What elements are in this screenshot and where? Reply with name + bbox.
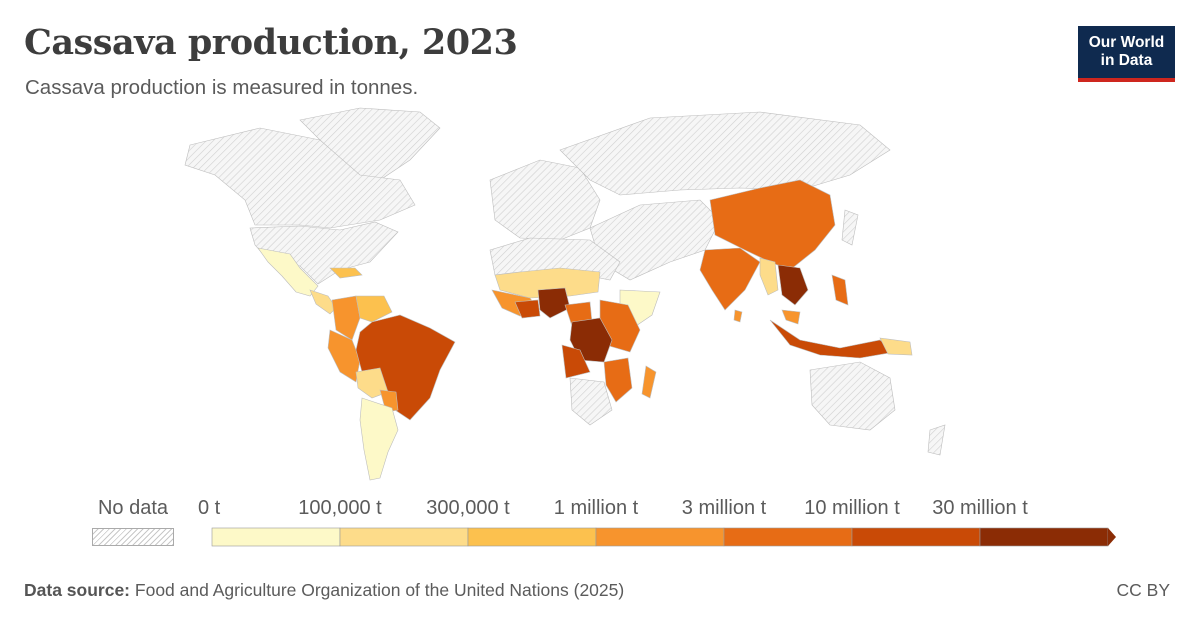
region-peru[interactable] <box>327 329 361 383</box>
region-new-zealand[interactable] <box>927 424 946 456</box>
legend-tick-label-1: 100,000 t <box>298 497 382 519</box>
region-nigeria[interactable] <box>537 287 571 319</box>
legend-bin-0[interactable] <box>211 527 341 547</box>
region-australia[interactable] <box>809 361 896 431</box>
legend-tick-label-2: 300,000 t <box>426 497 510 519</box>
legend-bin-4[interactable] <box>723 527 853 547</box>
world-map[interactable] <box>0 100 1200 490</box>
region-china[interactable] <box>709 179 836 271</box>
region-ghana[interactable] <box>514 299 541 319</box>
region-mozambique[interactable] <box>603 357 633 403</box>
region-russia[interactable] <box>559 111 891 196</box>
region-sri-lanka[interactable] <box>733 309 743 323</box>
legend-bin-2[interactable] <box>467 527 597 547</box>
logo-line-1: Our World <box>1088 34 1165 51</box>
legend-nodata-swatch <box>92 528 174 546</box>
region-canada[interactable] <box>184 127 416 229</box>
region-india[interactable] <box>699 247 761 311</box>
region-brazil[interactable] <box>355 314 456 421</box>
region-colombia[interactable] <box>331 295 361 341</box>
region-malaysia[interactable] <box>781 309 801 325</box>
region-mexico[interactable] <box>257 247 319 297</box>
region-argentina[interactable] <box>359 397 399 481</box>
legend-tick-label-6: 30 million t <box>932 497 1028 519</box>
region-central-america[interactable] <box>309 289 337 315</box>
region-indonesia[interactable] <box>769 319 896 359</box>
legend-tick-label-3: 1 million t <box>553 497 639 519</box>
region-papua[interactable] <box>879 337 913 356</box>
region-venezuela[interactable] <box>355 295 393 323</box>
region-caribbean[interactable] <box>329 267 363 279</box>
legend-arrow <box>1108 528 1116 546</box>
legend-bin-6[interactable] <box>979 527 1109 547</box>
legend-bin-1[interactable] <box>339 527 469 547</box>
chart-title: Cassava production, 2023 <box>24 22 518 63</box>
data-source-text: Food and Agriculture Organization of the… <box>134 580 625 600</box>
legend-tick-label-4: 3 million t <box>681 497 767 519</box>
region-myanmar[interactable] <box>759 257 779 296</box>
region-southern-africa[interactable] <box>569 377 613 426</box>
legend-tick-label-0: 0 t <box>198 497 221 519</box>
legend-tick-label-5: 10 million t <box>804 497 900 519</box>
logo-line-2: in Data <box>1100 52 1153 69</box>
legend-bin-3[interactable] <box>595 527 725 547</box>
region-madagascar[interactable] <box>641 365 657 399</box>
region-thailand[interactable] <box>777 264 809 306</box>
legend-nodata-label: No data <box>97 497 169 519</box>
legend-bin-5[interactable] <box>851 527 981 547</box>
region-sahel[interactable] <box>494 267 601 299</box>
data-source: Data source: Food and Agriculture Organi… <box>24 580 624 601</box>
owid-logo[interactable]: Our World in Data <box>1078 26 1175 82</box>
region-japan[interactable] <box>841 209 859 246</box>
chart-subtitle: Cassava production is measured in tonnes… <box>25 76 419 99</box>
region-philippines[interactable] <box>831 274 849 306</box>
data-source-label: Data source: <box>24 580 131 600</box>
license-link[interactable]: CC BY <box>1116 580 1170 600</box>
region-angola[interactable] <box>561 344 591 379</box>
